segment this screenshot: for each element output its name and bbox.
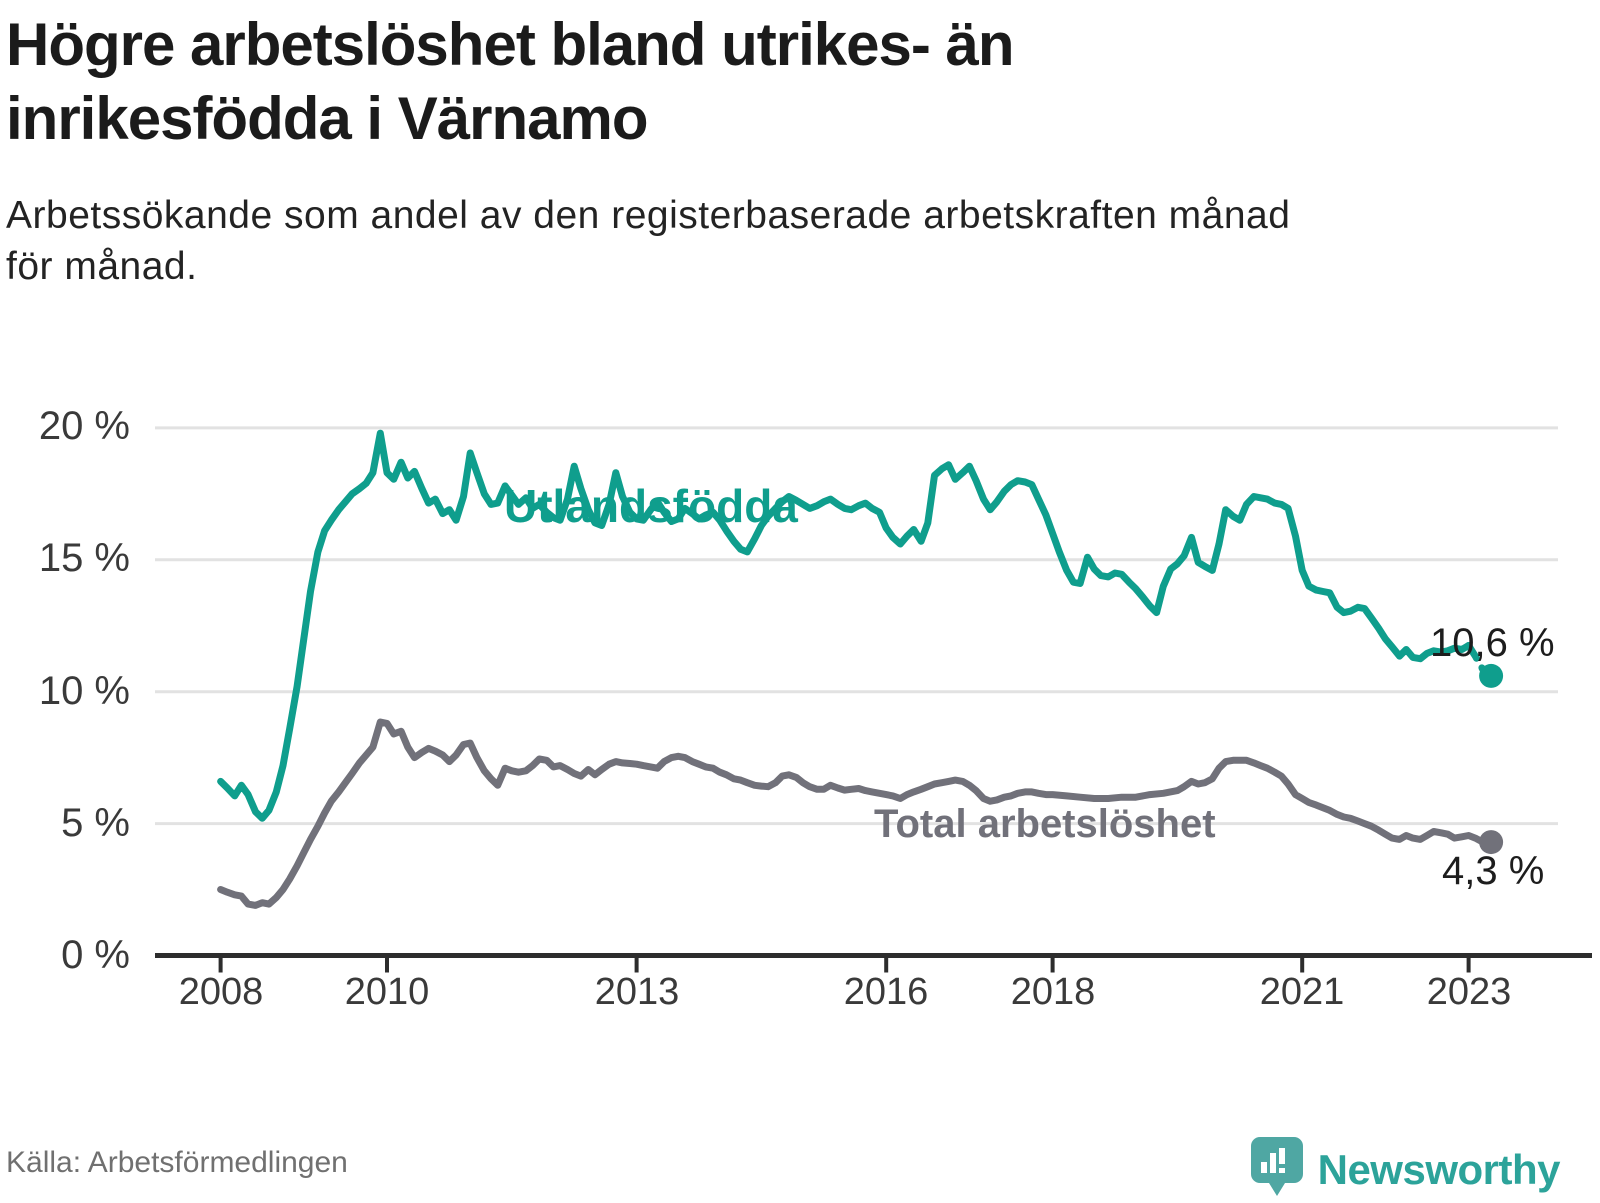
series-line-0 — [217, 429, 1473, 822]
y-axis-label-0: 0 % — [61, 933, 130, 977]
y-axis-label-15: 15 % — [38, 536, 130, 580]
x-axis-label-2023: 2023 — [1426, 971, 1512, 1013]
x-axis-label-2018: 2018 — [1010, 971, 1096, 1013]
y-axis-label-10: 10 % — [38, 669, 130, 713]
end-value-label-total: 4,3 % — [1442, 849, 1545, 893]
series-label-total-arbetsloshet: Total arbetslöshet — [874, 802, 1216, 846]
chart-subtitle-line2: för månad. — [6, 245, 198, 288]
series-label-utlandsfodda: Utlandsfödda — [504, 480, 798, 532]
x-axis-label-2013: 2013 — [594, 971, 680, 1013]
end-value-label-utlandsfodda: 10,6 % — [1430, 621, 1555, 665]
series-end-dot-0 — [1479, 663, 1504, 688]
x-axis-label-2010: 2010 — [344, 971, 430, 1013]
x-axis-label-2008: 2008 — [178, 971, 264, 1013]
chart-subtitle-line1: Arbetssökande som andel av den registerb… — [6, 194, 1291, 237]
x-axis-label-2016: 2016 — [843, 971, 929, 1013]
x-axis-label-2021: 2021 — [1259, 971, 1345, 1013]
y-axis-label-20: 20 % — [38, 404, 130, 448]
series-end-dot-1 — [1479, 830, 1504, 855]
chart-title-line1: Högre arbetslöshet bland utrikes- än — [6, 11, 1015, 78]
y-axis-label-5: 5 % — [61, 801, 130, 845]
chart-title-line2: inrikesfödda i Värnamo — [6, 85, 649, 152]
chart-subtitle: Arbetssökande som andel av den registerb… — [6, 190, 1586, 292]
series-line-1 — [217, 718, 1495, 909]
newsworthy-logo-icon — [1250, 1136, 1304, 1203]
chart-title: Högre arbetslöshet bland utrikes- än inr… — [6, 8, 1286, 156]
source-note: Källa: Arbetsförmedlingen — [6, 1146, 348, 1179]
newsworthy-logo-text: Newsworthy — [1317, 1145, 1561, 1193]
newsworthy-logo: Newsworthy — [1250, 1136, 1561, 1203]
